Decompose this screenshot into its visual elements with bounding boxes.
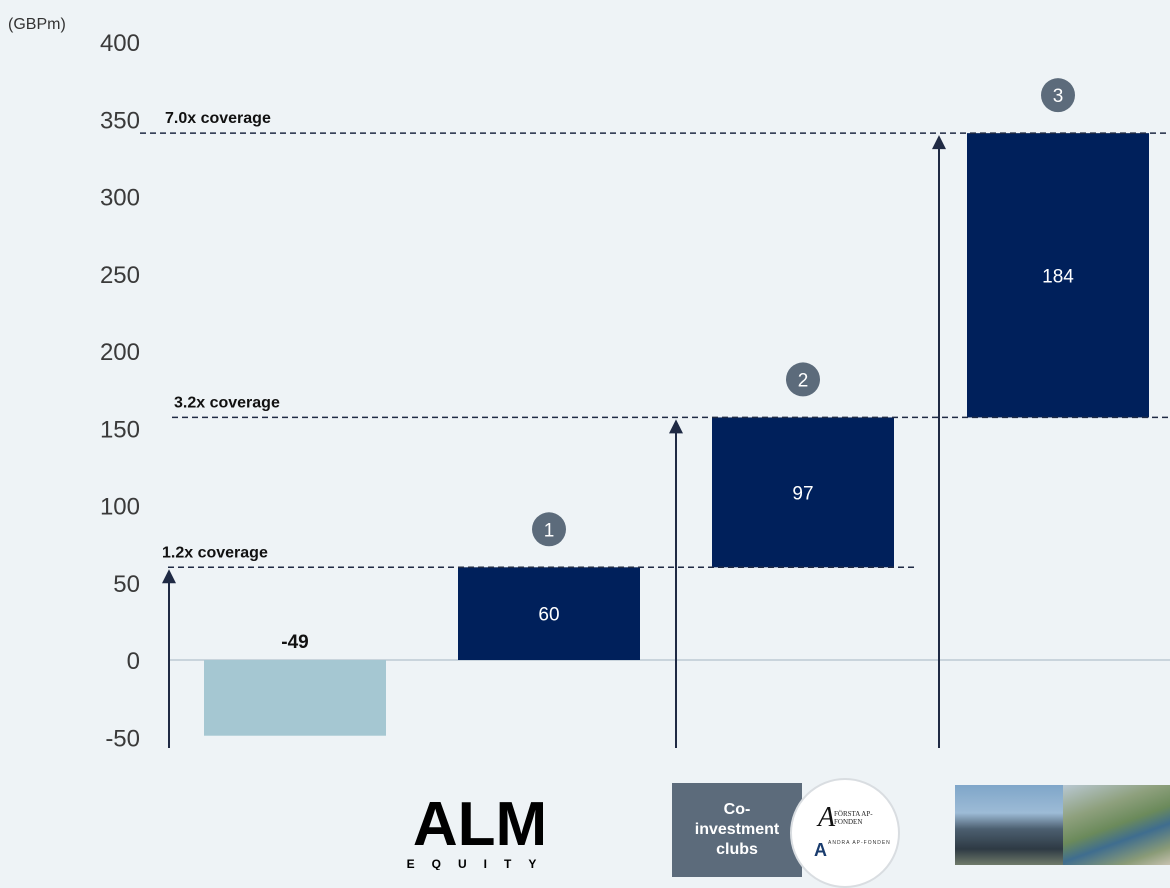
- waterfall-bar: [458, 567, 640, 660]
- waterfall-chart: 400 350 300 250 200 150 100 50 0 -50 -49 60 1 97 2 184 3…: [100, 30, 1170, 752]
- ap-top-text: FÖRSTA AP-FONDEN: [834, 810, 873, 826]
- bar-value-label: 97: [792, 483, 813, 504]
- y-tick-label: 100: [100, 494, 140, 521]
- bar-value-label: 60: [538, 605, 559, 626]
- step-badge-number: 3: [1053, 86, 1064, 107]
- coverage-label: 7.0x coverage: [165, 110, 271, 127]
- alm-logo-sub: EQUITY: [407, 857, 554, 870]
- bar-value-label: -49: [281, 632, 308, 653]
- ap-fonden-logo-icon: A A: [814, 802, 836, 860]
- y-tick-label: -50: [105, 725, 140, 752]
- waterfall-bar: [712, 417, 894, 568]
- y-tick-label: 300: [100, 185, 140, 212]
- step-badge-number: 2: [798, 370, 809, 391]
- coverage-label: 1.2x coverage: [162, 544, 268, 561]
- waterfall-bar: [967, 133, 1149, 418]
- unit-label: (GBPm): [8, 16, 66, 33]
- bar-value-label: 184: [1042, 266, 1074, 287]
- step-badge-number: 1: [544, 520, 555, 541]
- y-tick-label: 350: [100, 107, 140, 134]
- y-tick-label: 0: [127, 648, 140, 675]
- ap-fonden-logo: A A FÖRSTA AP-FONDEN ANDRA AP-FONDEN: [790, 778, 900, 888]
- y-tick-label: 200: [100, 339, 140, 366]
- coverage-arrowhead: [932, 135, 946, 150]
- step-badge: [532, 512, 566, 547]
- landscape-photo: [1063, 785, 1170, 865]
- building-photo: [955, 785, 1063, 865]
- svg-text:A: A: [816, 802, 836, 833]
- alm-equity-logo: ALM EQUITY: [407, 790, 554, 870]
- coverage-arrowhead: [162, 569, 176, 584]
- coverage-arrowhead: [669, 419, 683, 434]
- y-tick-label: 250: [100, 262, 140, 289]
- coinvestment-label: Co-investment clubs: [694, 801, 780, 858]
- ap-bottom-text: ANDRA AP-FONDEN: [828, 840, 891, 846]
- coinvestment-clubs-box: Co-investment clubs: [672, 783, 802, 877]
- y-tick-label: 50: [113, 571, 140, 598]
- coverage-label: 3.2x coverage: [174, 394, 280, 411]
- step-badge: [1041, 78, 1075, 113]
- waterfall-bar: [204, 660, 386, 736]
- y-tick-label: 150: [100, 416, 140, 443]
- alm-logo-text: ALM: [413, 790, 547, 859]
- step-badge: [786, 362, 820, 397]
- y-tick-label: 400: [100, 30, 140, 57]
- svg-text:A: A: [814, 840, 827, 860]
